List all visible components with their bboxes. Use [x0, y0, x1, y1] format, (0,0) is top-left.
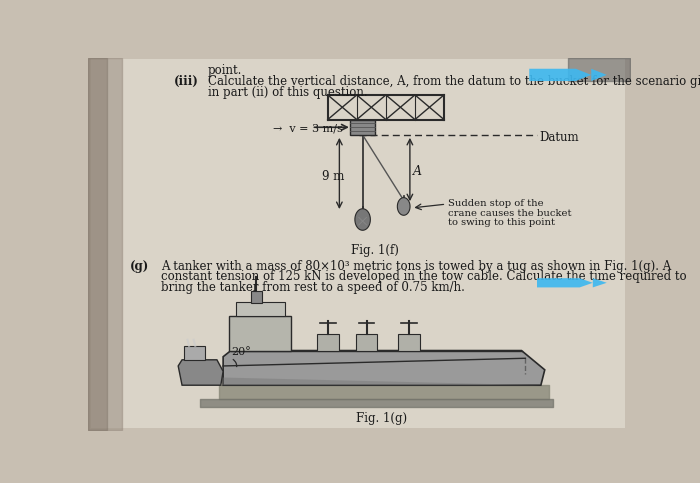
- FancyBboxPatch shape: [317, 334, 339, 351]
- Polygon shape: [592, 69, 607, 81]
- Polygon shape: [178, 360, 223, 385]
- Text: 20°: 20°: [231, 347, 251, 357]
- Polygon shape: [398, 198, 410, 215]
- Polygon shape: [537, 278, 593, 287]
- Text: (g): (g): [130, 260, 149, 273]
- Text: crane causes the bucket: crane causes the bucket: [448, 209, 571, 218]
- Text: →  v = 3 m/s: → v = 3 m/s: [273, 124, 342, 133]
- FancyBboxPatch shape: [398, 334, 420, 351]
- FancyBboxPatch shape: [230, 316, 291, 351]
- Text: Datum: Datum: [539, 131, 579, 144]
- Text: Fig. 1(g): Fig. 1(g): [356, 412, 407, 425]
- Text: Calculate the vertical distance, A, from the datum to the bucket for the scenari: Calculate the vertical distance, A, from…: [208, 75, 700, 88]
- Text: A tanker with a mass of 80×10³ metric tons is towed by a tug as shown in Fig. 1(: A tanker with a mass of 80×10³ metric to…: [161, 260, 671, 273]
- Text: Sudden stop of the: Sudden stop of the: [448, 199, 543, 209]
- FancyBboxPatch shape: [92, 59, 624, 427]
- Text: Fig. 1(f): Fig. 1(f): [351, 244, 399, 257]
- Polygon shape: [223, 378, 545, 385]
- Text: in part (ii) of this question.: in part (ii) of this question.: [208, 85, 368, 99]
- Text: constant tension of 125 kN is developed in the tow cable. Calculate the time req: constant tension of 125 kN is developed …: [161, 270, 687, 284]
- Polygon shape: [223, 351, 545, 385]
- FancyBboxPatch shape: [235, 302, 285, 316]
- Polygon shape: [593, 278, 607, 287]
- FancyBboxPatch shape: [184, 346, 204, 360]
- Text: A: A: [413, 165, 422, 178]
- Polygon shape: [355, 209, 370, 230]
- FancyBboxPatch shape: [350, 120, 375, 135]
- Text: point.: point.: [208, 64, 242, 77]
- Text: bring the tanker from rest to a speed of 0.75 km/h.: bring the tanker from rest to a speed of…: [161, 281, 465, 294]
- Text: to swing to this point: to swing to this point: [448, 218, 555, 227]
- FancyBboxPatch shape: [251, 291, 262, 303]
- Text: (iii): (iii): [174, 75, 200, 88]
- FancyBboxPatch shape: [356, 334, 377, 351]
- Polygon shape: [529, 69, 592, 81]
- Text: 9 m: 9 m: [322, 170, 344, 183]
